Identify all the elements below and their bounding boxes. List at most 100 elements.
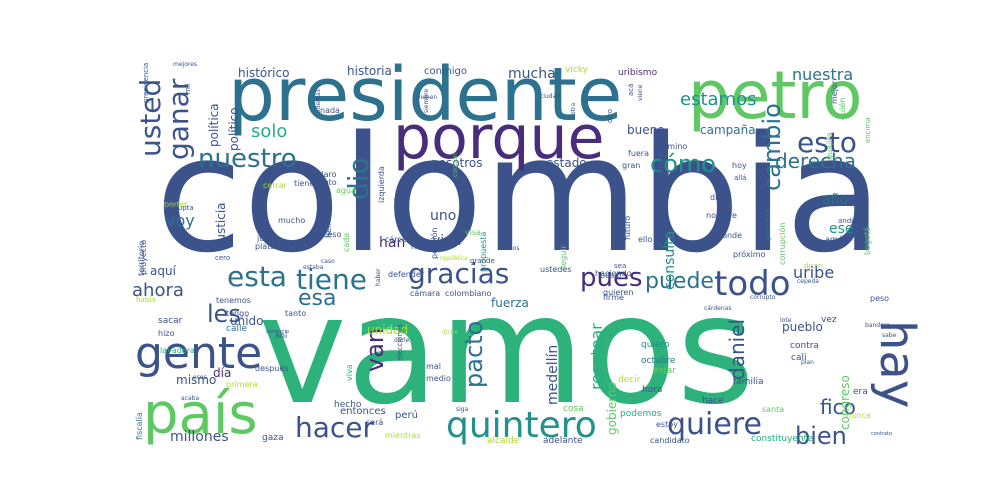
- word-otro: otro: [606, 109, 614, 123]
- word-puede: puede: [645, 269, 714, 294]
- word-quieren: quieren: [603, 288, 633, 297]
- word-dio: dio: [342, 157, 375, 200]
- word-andi: andi: [838, 217, 853, 225]
- word-había: había: [136, 296, 155, 304]
- word-mismo: mismo: [176, 373, 216, 387]
- word-usted: usted: [134, 79, 167, 157]
- word-primera: primera: [226, 380, 258, 389]
- word-poder: poder: [164, 200, 188, 209]
- word-viva: viva: [345, 364, 354, 381]
- word-nunca: nunca: [846, 411, 871, 420]
- word-contra: contra: [790, 341, 819, 351]
- word-campaña: campaña: [700, 123, 756, 137]
- word-aquí: aquí: [150, 264, 177, 278]
- word-república: república: [440, 255, 468, 262]
- word-fico: fico: [820, 395, 856, 419]
- word-petro: petro: [688, 57, 862, 134]
- word-mil: mil: [184, 83, 192, 94]
- word-todo: todo: [714, 264, 791, 304]
- word-decir: decir: [618, 375, 641, 385]
- word-lote: lote: [780, 317, 792, 324]
- word-plata: plata: [255, 242, 275, 251]
- word-gaza: gaza: [262, 433, 283, 443]
- word-porque: porque: [393, 103, 604, 173]
- word-pesar: pesar: [600, 271, 623, 280]
- word-gobierno: gobierno: [605, 382, 619, 435]
- word-político: político: [227, 107, 241, 151]
- word-corrupción: corrupción: [777, 223, 787, 265]
- word-tenemos: tenemos: [216, 296, 251, 305]
- word-mejores: mejores: [173, 61, 197, 68]
- word-ustedes: ustedes: [540, 265, 571, 274]
- word-cosa: cosa: [563, 404, 584, 414]
- word-unidad: unidad: [367, 323, 408, 337]
- word-donde: donde: [717, 231, 742, 240]
- word-cárdenas: cárdenas: [704, 305, 731, 312]
- word-mucho: mucho: [278, 216, 305, 225]
- word-tanto: tanto: [285, 309, 306, 318]
- word-pensión: pensión: [429, 228, 439, 259]
- word-esta: esta: [227, 260, 287, 293]
- word-somos: somos: [500, 245, 519, 252]
- word-ahora: ahora: [132, 280, 184, 301]
- word-estaba: estaba: [303, 264, 324, 271]
- word-agua: agua: [336, 186, 356, 195]
- word-darle: darle: [394, 337, 410, 344]
- word-esto: esto: [797, 126, 857, 159]
- word-vamos: vamos: [258, 264, 755, 438]
- word-hacer: hacer: [295, 411, 375, 444]
- word-entonces: entonces: [340, 406, 386, 417]
- word-defender: defender: [388, 270, 425, 279]
- word-política: política: [207, 103, 221, 147]
- word-vez: vez: [821, 315, 837, 325]
- word-dicho: dicho: [442, 329, 459, 336]
- word-nosotros: nosotros: [431, 156, 483, 170]
- word-ciudad: ciudad: [540, 93, 560, 100]
- word-sabe: sabe: [882, 332, 897, 339]
- word-presidencia: presidencia: [142, 63, 150, 103]
- word-nada: nada: [320, 106, 340, 115]
- word-estado: estado: [546, 156, 587, 170]
- word-elecciones: elecciones: [396, 324, 404, 361]
- word-proyecto: proyecto: [139, 240, 148, 275]
- word-fiscalía: fiscalía: [135, 412, 144, 440]
- word-familia: familia: [733, 377, 763, 387]
- word-nuestro: nuestro: [198, 144, 297, 174]
- word-cepeda: cepeda: [797, 278, 819, 285]
- word-bogotá: bogotá: [863, 227, 872, 255]
- word-izquierda: izquierda: [377, 166, 386, 203]
- word-hay: hay: [869, 320, 925, 408]
- word-cada: cada: [342, 233, 351, 252]
- word-amén: amén: [825, 234, 848, 244]
- word-hablar: hablar: [411, 242, 437, 251]
- word-voy: voy: [166, 211, 195, 230]
- word-sino: sino: [192, 241, 208, 250]
- word-han: han: [379, 235, 405, 251]
- word-visa: visa: [465, 228, 481, 237]
- word-santa: santa: [762, 405, 784, 414]
- word-hoy: hoy: [732, 161, 747, 170]
- word-medellín: medellín: [545, 345, 561, 405]
- word-vida: vida: [432, 233, 462, 249]
- word-calle: calle: [226, 324, 247, 334]
- word-constituyente: constituyente: [751, 434, 813, 444]
- word-contrato: contrato: [871, 431, 892, 437]
- word-tiene: tiene: [296, 263, 367, 296]
- word-solo: solo: [251, 121, 287, 142]
- word-hora: hora: [642, 385, 662, 395]
- word-territorio: territorio: [137, 241, 146, 276]
- word-sea: sea: [614, 262, 626, 270]
- word-tienen: tienen: [294, 179, 319, 188]
- word-haciendo: haciendo: [595, 269, 632, 278]
- word-cali: cali: [791, 353, 806, 363]
- word-histórico: histórico: [238, 66, 289, 80]
- word-uno: uno: [430, 208, 456, 224]
- word-perú: perú: [395, 409, 418, 421]
- word-colombiano: colombiano: [445, 289, 491, 298]
- word-acá: acá: [627, 84, 635, 96]
- word-proceso: proceso: [310, 230, 342, 239]
- word-historia: historia: [347, 64, 392, 78]
- word-nuestra: nuestra: [792, 65, 853, 84]
- word-conmigo: conmigo: [424, 66, 467, 77]
- word-corazón: corazón: [452, 153, 459, 177]
